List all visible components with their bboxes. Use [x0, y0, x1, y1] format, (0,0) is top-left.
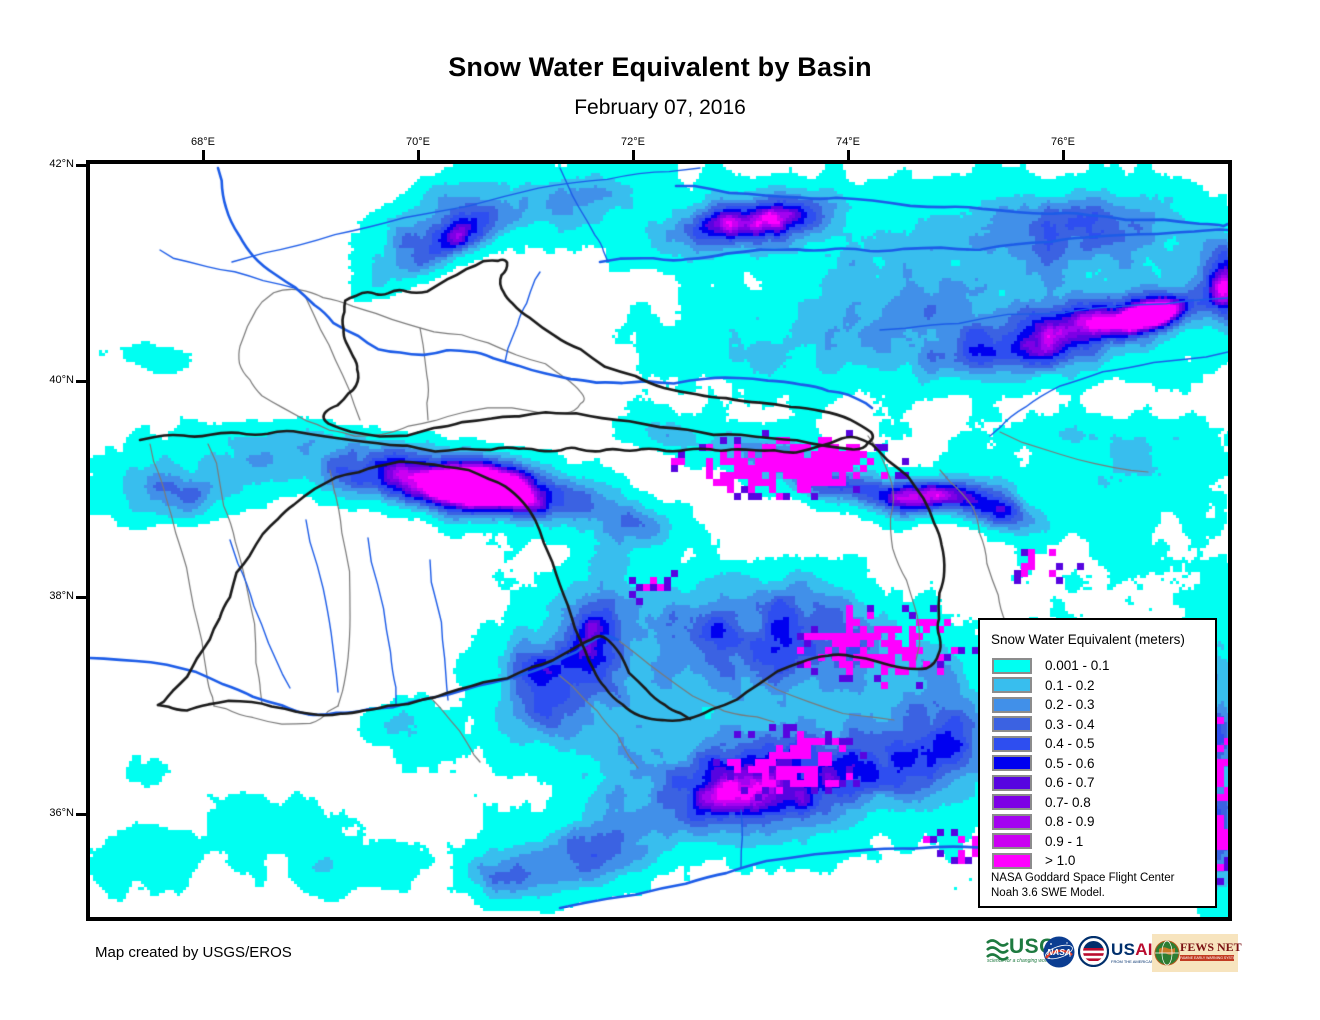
fewsnet-logo-tagline: FAMINE EARLY WARNING SYSTEMS NETWORK [1180, 955, 1234, 961]
legend-item-label: 0.3 - 0.4 [1045, 716, 1095, 732]
legend-item-row: 0.4 - 0.5 [992, 734, 1110, 754]
legend-item-row: 0.1 - 0.2 [992, 676, 1110, 696]
legend-item-row: 0.8 - 0.9 [992, 812, 1110, 832]
legend-rows: 0.001 - 0.1 0.1 - 0.2 0.2 - 0.3 0.3 - 0.4 0.… [992, 656, 1110, 871]
legend-swatch [992, 813, 1032, 830]
lon-tick-label: 68°E [191, 136, 215, 148]
legend-swatch [992, 755, 1032, 772]
legend-source-line2: Noah 3.6 SWE Model. [991, 887, 1105, 899]
fewsnet-globe-icon [1154, 940, 1180, 966]
legend-source-line1: NASA Goddard Space Flight Center [991, 872, 1175, 884]
legend-item-row: 0.001 - 0.1 [992, 656, 1110, 676]
legend-title: Snow Water Equivalent (meters) [991, 632, 1185, 647]
usaid-logo: USAID FROM THE AMERICAN PEOPLE [1077, 935, 1171, 970]
usaid-logo-tagline: FROM THE AMERICAN PEOPLE [1111, 959, 1171, 964]
lon-tick [632, 150, 635, 160]
legend-swatch [992, 774, 1032, 791]
lat-tick-label: 42°N [49, 158, 74, 170]
page-subtitle: February 07, 2016 [574, 96, 746, 119]
legend-swatch [992, 716, 1032, 733]
legend-item-label: 0.001 - 0.1 [1045, 658, 1110, 674]
usgs-wave-icon [986, 939, 1009, 961]
lon-tick-label: 70°E [406, 136, 430, 148]
legend-swatch [992, 735, 1032, 752]
legend-item-label: 0.6 - 0.7 [1045, 775, 1095, 791]
legend-swatch [992, 696, 1032, 713]
legend-item-label: 0.2 - 0.3 [1045, 697, 1095, 713]
lon-tick [847, 150, 850, 160]
lat-tick [76, 164, 86, 167]
legend-item-label: 0.7- 0.8 [1045, 794, 1091, 810]
legend-item-label: 0.5 - 0.6 [1045, 755, 1095, 771]
lon-tick [202, 150, 205, 160]
legend-swatch [992, 657, 1032, 674]
lat-tick [76, 596, 86, 599]
lon-tick-label: 76°E [1051, 136, 1075, 148]
legend-swatch [992, 833, 1032, 850]
legend-item-row: 0.5 - 0.6 [992, 754, 1110, 774]
legend-box: Snow Water Equivalent (meters) 0.001 - 0… [978, 618, 1217, 908]
fewsnet-logo: FEWS NET FAMINE EARLY WARNING SYSTEMS NE… [1152, 934, 1242, 972]
legend-item-row: 0.2 - 0.3 [992, 695, 1110, 715]
legend-item-label: 0.4 - 0.5 [1045, 736, 1095, 752]
legend-item-row: > 1.0 [992, 851, 1110, 871]
lon-tick [1062, 150, 1065, 160]
nasa-logo: NASA [1043, 936, 1075, 968]
svg-text:NASA: NASA [1047, 947, 1071, 957]
legend-item-row: 0.7- 0.8 [992, 793, 1110, 813]
footer-credit: Map created by USGS/EROS [95, 944, 292, 961]
lat-tick-label: 38°N [49, 590, 74, 602]
page-title: Snow Water Equivalent by Basin [448, 52, 872, 82]
lon-tick-label: 72°E [621, 136, 645, 148]
lat-tick [76, 813, 86, 816]
nasa-insignia-icon: NASA [1043, 936, 1075, 968]
legend-item-row: 0.3 - 0.4 [992, 715, 1110, 735]
lon-tick [417, 150, 420, 160]
lon-tick-label: 74°E [836, 136, 860, 148]
legend-item-label: 0.9 - 1 [1045, 833, 1084, 849]
lat-tick-label: 40°N [49, 374, 74, 386]
legend-item-row: 0.9 - 1 [992, 832, 1110, 852]
legend-swatch [992, 677, 1032, 694]
lat-tick-label: 36°N [49, 807, 74, 819]
legend-swatch [992, 794, 1032, 811]
legend-item-label: 0.8 - 0.9 [1045, 814, 1095, 830]
fewsnet-logo-text: FEWS NET [1180, 940, 1242, 954]
legend-item-row: 0.6 - 0.7 [992, 773, 1110, 793]
legend-item-label: 0.1 - 0.2 [1045, 677, 1095, 693]
usgs-logo-tagline: science for a changing world [987, 958, 1051, 964]
legend-item-label: > 1.0 [1045, 853, 1076, 869]
legend-swatch [992, 852, 1032, 869]
lat-tick [76, 380, 86, 383]
usaid-seal-icon [1077, 935, 1110, 968]
